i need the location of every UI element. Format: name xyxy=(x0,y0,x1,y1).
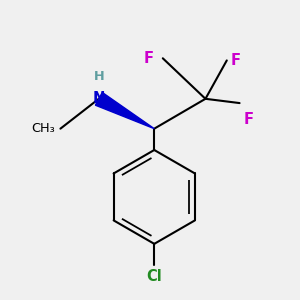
Text: F: F xyxy=(244,112,254,127)
Text: H: H xyxy=(94,70,104,83)
Text: CH₃: CH₃ xyxy=(32,122,55,135)
Text: Cl: Cl xyxy=(146,269,162,284)
Text: F: F xyxy=(143,51,153,66)
Polygon shape xyxy=(95,92,154,129)
Text: N: N xyxy=(93,91,105,106)
Text: F: F xyxy=(231,53,241,68)
